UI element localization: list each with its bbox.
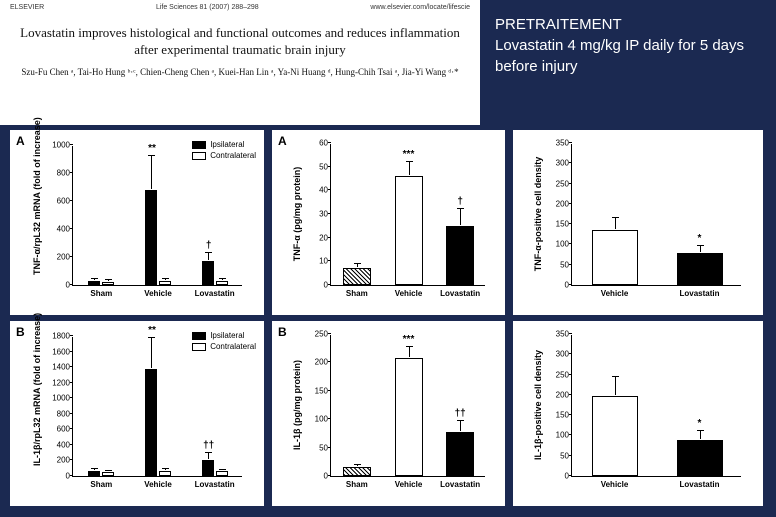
journal-url: www.elsevier.com/locate/lifescie xyxy=(370,4,470,11)
chart-tnf-protein: A0102030405060TNF-α (pg/mg protein)ShamV… xyxy=(272,130,505,315)
treatment-desc: Lovastatin 4 mg/kg IP daily for 5 days b… xyxy=(495,35,776,77)
paper-title: Lovastatin improves histological and fun… xyxy=(10,25,470,59)
treatment-text: PRETRAITEMENT Lovastatin 4 mg/kg IP dail… xyxy=(495,14,776,77)
publisher: ELSEVIER xyxy=(10,4,44,11)
chart-il1b-mrna: B020040060080010001200140016001800IL-1β/… xyxy=(10,321,264,506)
chart-tnf-mrna: A02004006008001000TNF-α/rpL32 mRNA (fold… xyxy=(10,130,264,315)
treatment-heading: PRETRAITEMENT xyxy=(495,14,776,35)
paper-authors: Szu-Fu Chen ᵃ, Tai-Ho Hung ᵇ·ᶜ, Chien-Ch… xyxy=(10,67,470,77)
chart-il1b-celldensity: 050100150200250300350IL-1β-positive cell… xyxy=(513,321,763,506)
chart-grid: A02004006008001000TNF-α/rpL32 mRNA (fold… xyxy=(10,130,763,506)
chart-tnf-celldensity: 050100150200250300350TNF-α-positive cell… xyxy=(513,130,763,315)
journal-ref: Life Sciences 81 (2007) 288–298 xyxy=(156,4,259,11)
publication-header: ELSEVIER Life Sciences 81 (2007) 288–298… xyxy=(0,0,480,125)
chart-il1b-protein: B050100150200250IL-1β (pg/mg protein)Sha… xyxy=(272,321,505,506)
